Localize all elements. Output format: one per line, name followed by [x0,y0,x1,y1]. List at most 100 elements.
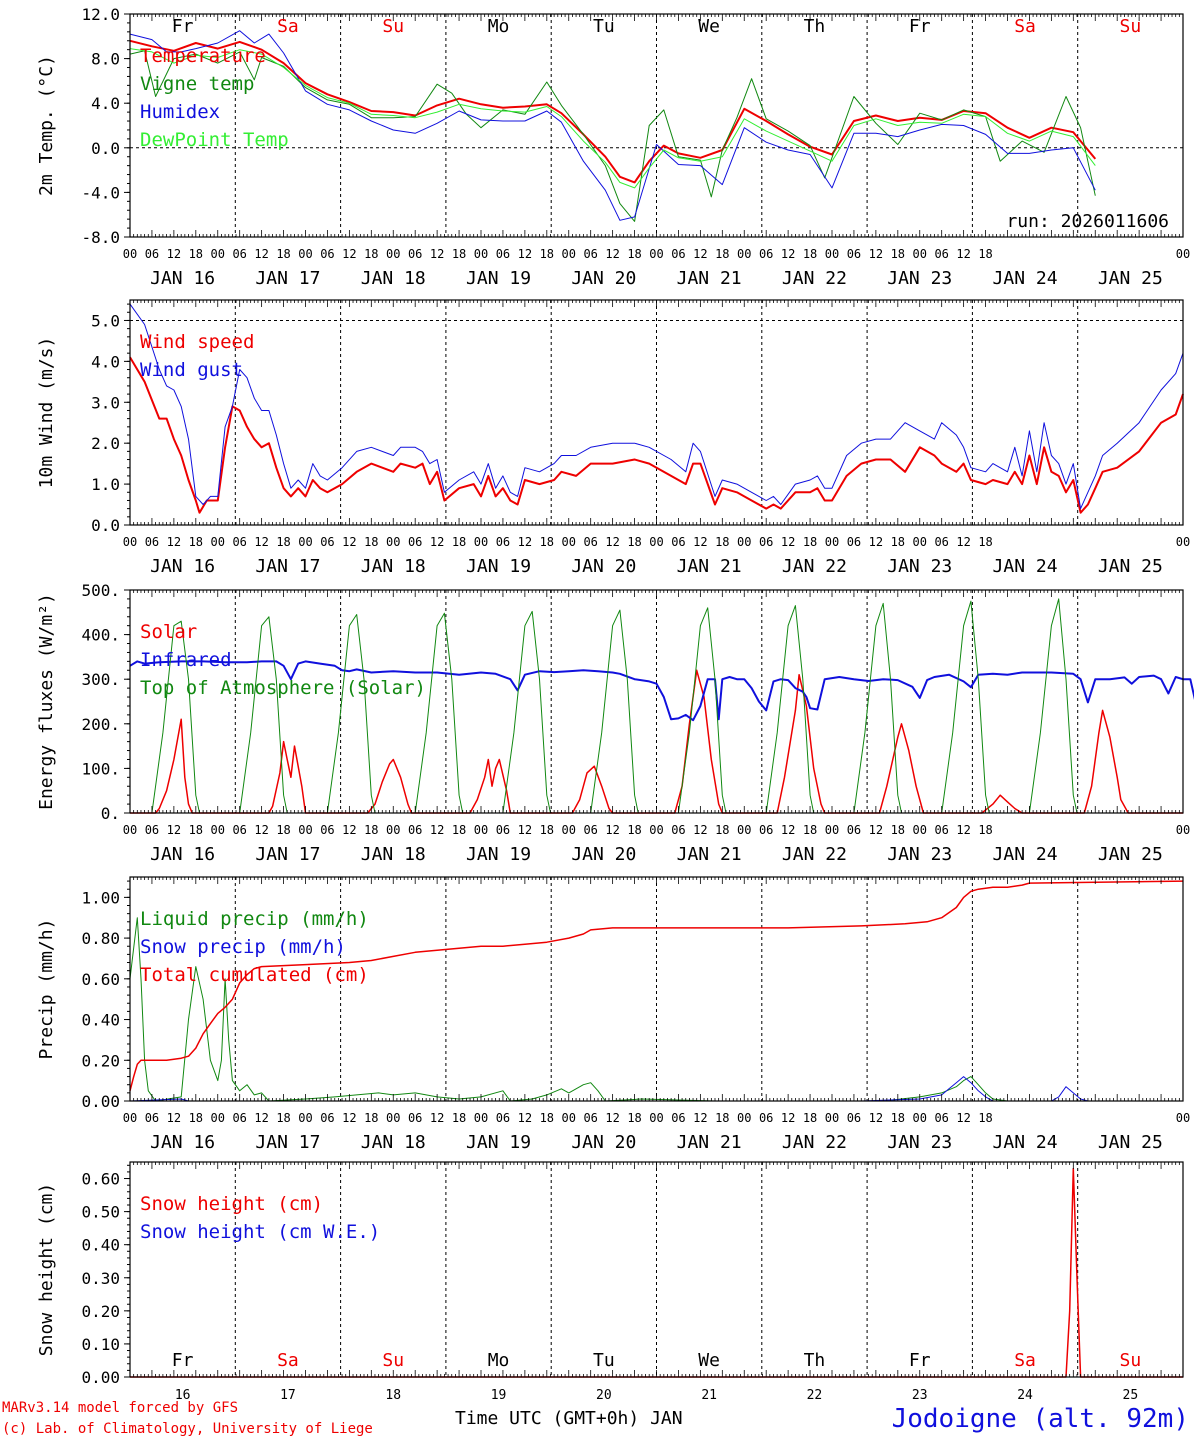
x-date-label: JAN 22 [782,844,847,865]
x-hour-label: 18 [540,247,554,261]
x-hour-label: 12 [956,247,970,261]
x-hour-label: 12 [605,823,619,837]
x-hour-label: 00 [649,823,663,837]
x-date-label: JAN 18 [361,556,426,577]
x-hour-label: 06 [145,247,159,261]
x-hour-label: 12 [869,535,883,549]
x-hour-label: 00 [737,1111,751,1125]
y-tick-label: 100. [81,759,120,778]
x-hour-label: 12 [342,535,356,549]
y-tick-label: 3.0 [91,393,120,412]
weekday-label: Fr [172,1350,194,1371]
run-annotation: run: 2026011606 [1006,211,1169,232]
x-hour-label: 00 [562,535,576,549]
x-hour-label: 12 [693,247,707,261]
x-hour-label: 18 [189,247,203,261]
x-date-label: JAN 21 [677,1132,742,1153]
legend-entry: Infrared [140,649,232,671]
x-date-label: JAN 22 [782,1132,847,1153]
x-date-label: JAN 18 [361,844,426,865]
x-hour-label: 00 [913,247,927,261]
x-hour-label: 06 [847,535,861,549]
x-hour-label: 12 [430,1111,444,1125]
x-hour-label: 18 [276,1111,290,1125]
x-hour-label: 06 [408,823,422,837]
y-tick-label: 0.60 [81,970,120,989]
x-hour-label: 06 [320,1111,334,1125]
x-hour-label: 12 [518,535,532,549]
x-hour-label: 00 [1176,823,1190,837]
x-hour-label: 06 [934,1111,948,1125]
y-tick-label: 2.0 [91,434,120,453]
legend-entry: Liquid precip (mm/h) [140,908,369,930]
x-hour-label: 06 [496,1111,510,1125]
weekday-label: Th [804,16,826,37]
y-tick-label: 1.00 [81,888,120,907]
x-day-number: 23 [912,1388,928,1403]
legend-entry: Wind gust [140,359,243,381]
x-day-number: 18 [385,1388,401,1403]
x-hour-label: 00 [211,1111,225,1125]
x-hour-label: 06 [496,247,510,261]
x-hour-label: 12 [781,823,795,837]
x-day-number: 17 [280,1388,296,1403]
x-hour-label: 06 [759,1111,773,1125]
x-hour-label: 06 [496,535,510,549]
x-hour-label: 00 [825,1111,839,1125]
x-hour-label: 00 [913,535,927,549]
x-date-label: JAN 20 [571,556,636,577]
x-date-label: JAN 16 [150,268,215,289]
weekday-label: Su [382,16,404,37]
x-day-number: 24 [1017,1388,1033,1403]
legend-entry: Top of Atmosphere (Solar) [140,677,426,699]
x-hour-label: 12 [605,247,619,261]
x-hour-label: 06 [408,535,422,549]
x-hour-label: 12 [167,535,181,549]
x-hour-label: 00 [386,1111,400,1125]
x-hour-label: 18 [803,535,817,549]
y-tick-label: 0.40 [81,1236,120,1255]
x-axis-title: Time UTC (GMT+0h) JAN [455,1408,683,1429]
weekday-label: Sa [277,1350,299,1371]
x-hour-label: 00 [298,535,312,549]
x-hour-label: 12 [342,247,356,261]
x-hour-label: 18 [276,535,290,549]
legend-entry: Snow precip (mm/h) [140,936,346,958]
series-line-temperature-3 [129,48,1096,189]
y-tick-label: 200. [81,715,120,734]
x-day-number: 21 [701,1388,717,1403]
series-line-energy-2 [130,598,1183,814]
x-hour-label: 00 [123,247,137,261]
weekday-label: Fr [909,1350,931,1371]
x-hour-label: 00 [649,1111,663,1125]
x-hour-label: 12 [781,1111,795,1125]
x-hour-label: 06 [934,247,948,261]
x-hour-label: 12 [605,1111,619,1125]
weekday-label: Fr [172,16,194,37]
x-hour-label: 12 [254,823,268,837]
y-tick-label: 0.80 [81,929,120,948]
legend-entry: Snow height (cm) [140,1193,323,1215]
x-date-label: JAN 24 [993,844,1058,865]
panel-temperature: -8.0 -4.0 0.0 4.0 8.0 12.0 2m Temp. (°C) 00 06 12… [36,5,1190,289]
series-line-precip-2 [129,880,1184,1091]
x-hour-label: 06 [759,535,773,549]
x-hour-label: 00 [649,535,663,549]
x-hour-label: 18 [627,535,641,549]
x-hour-label: 18 [891,823,905,837]
x-hour-label: 06 [671,1111,685,1125]
x-hour-label: 12 [342,1111,356,1125]
x-date-label: JAN 22 [782,268,847,289]
x-hour-label: 12 [254,1111,268,1125]
x-day-number: 16 [175,1388,191,1403]
x-date-label: JAN 17 [255,1132,320,1153]
y-tick-label: 0.0 [91,516,120,535]
y-tick-label: 0.20 [81,1302,120,1321]
x-date-label: JAN 19 [466,556,531,577]
x-hour-label: 06 [759,823,773,837]
weekday-label: Su [382,1350,404,1371]
x-hour-label: 00 [562,1111,576,1125]
weekday-label: Sa [1014,16,1036,37]
y-tick-label: 500. [81,581,120,600]
